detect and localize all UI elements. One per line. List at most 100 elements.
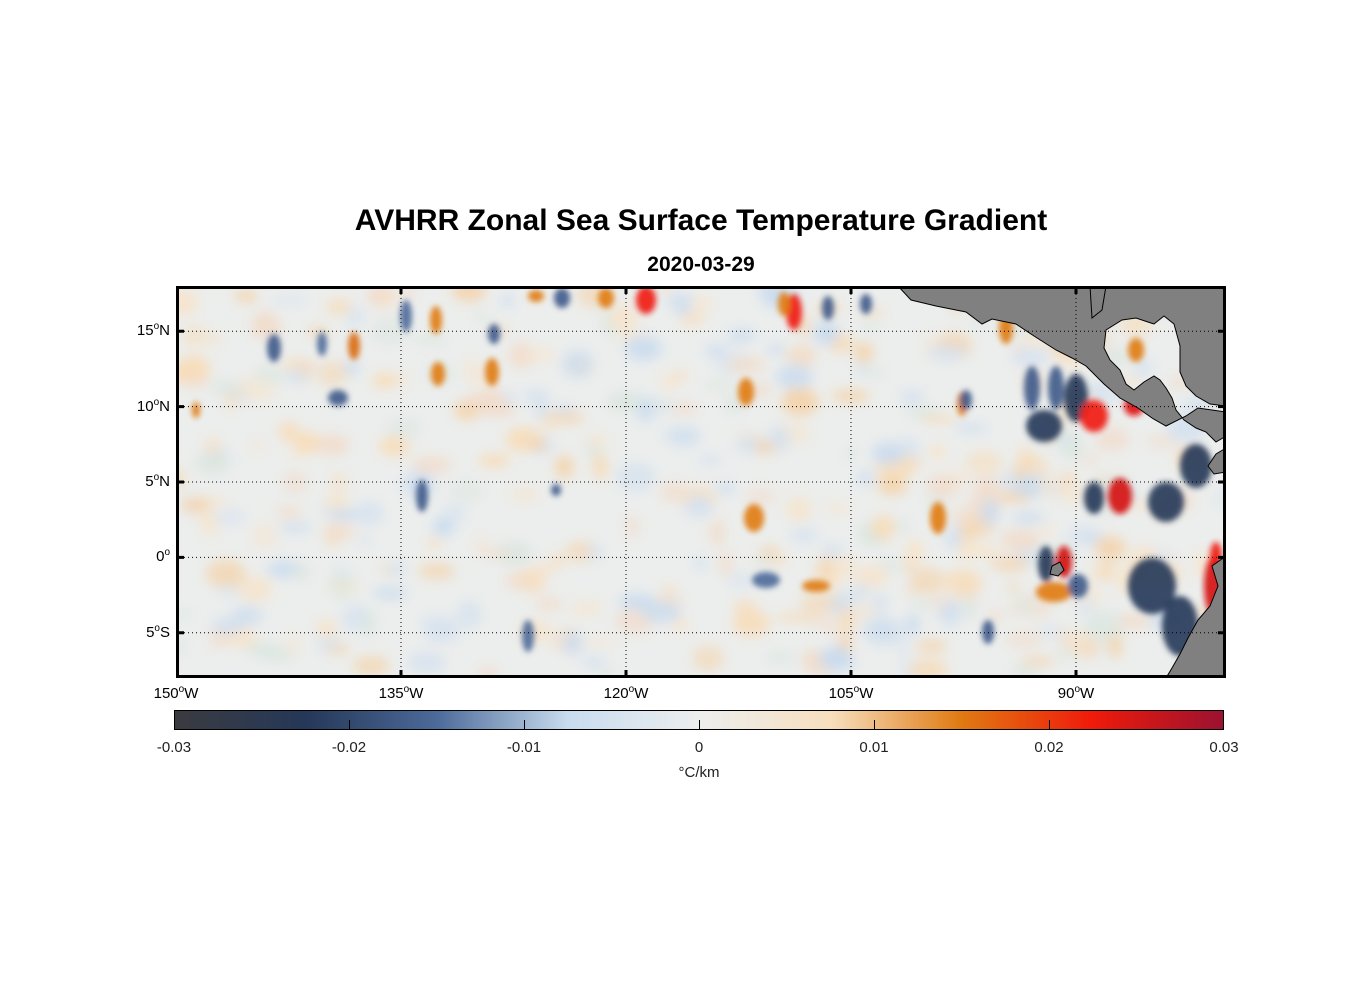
texture-blob <box>608 304 638 332</box>
colorbar-tick-label: -0.01 <box>506 739 542 756</box>
texture-blob <box>854 342 874 364</box>
texture-blob <box>285 369 308 384</box>
texture-blob <box>904 615 920 635</box>
lat-tick-label: 10oN <box>136 396 170 415</box>
texture-blob <box>442 503 466 526</box>
texture-blob <box>800 605 832 627</box>
texture-blob <box>582 656 605 668</box>
texture-blob <box>732 610 770 637</box>
texture-blob <box>325 299 352 315</box>
gradient-feature <box>416 480 428 512</box>
texture-blob <box>912 567 944 593</box>
texture-blob <box>727 329 756 342</box>
texture-blob <box>550 551 565 569</box>
texture-blob <box>378 436 411 457</box>
gradient-feature <box>930 502 946 534</box>
texture-blob <box>586 544 604 561</box>
texture-blob <box>535 400 549 419</box>
texture-blob <box>750 382 772 399</box>
texture-blob <box>637 397 654 423</box>
texture-blob <box>581 637 616 647</box>
texture-blob <box>831 390 870 402</box>
texture-blob <box>500 294 515 308</box>
texture-blob <box>1011 348 1050 366</box>
texture-blob <box>692 645 725 672</box>
gradient-feature <box>960 390 972 410</box>
texture-blob <box>673 294 692 317</box>
gradient-feature <box>1128 338 1144 362</box>
south-america-coast <box>1165 555 1226 678</box>
texture-blob <box>1019 657 1056 666</box>
texture-blob <box>1213 489 1226 507</box>
texture-blob <box>940 612 962 628</box>
texture-blob <box>326 581 362 591</box>
central-america-land <box>897 286 1226 443</box>
texture-blob <box>899 390 925 405</box>
colorbar-tick-label: -0.02 <box>331 739 367 756</box>
texture-blob <box>1075 595 1094 615</box>
texture-blob <box>896 635 910 661</box>
texture-blob <box>785 496 813 522</box>
texture-blob <box>271 296 309 305</box>
texture-blob <box>825 504 850 513</box>
texture-blob <box>494 542 533 565</box>
lat-tick-label: 15oN <box>136 321 170 340</box>
texture-blob <box>699 455 721 466</box>
texture-blob <box>205 559 246 588</box>
map-panel <box>176 286 1226 678</box>
texture-blob <box>662 584 676 596</box>
lon-tick-label: 135oW <box>378 684 424 702</box>
texture-blob <box>796 343 816 369</box>
texture-blob <box>775 364 814 389</box>
south-america-land <box>1207 447 1226 475</box>
texture-blob <box>980 499 1000 525</box>
lon-tick-label: 105oW <box>828 684 874 702</box>
gradient-feature <box>1036 582 1072 602</box>
texture-blob <box>561 350 594 378</box>
colorbar-tick-mark <box>524 720 525 730</box>
texture-blob <box>597 667 617 677</box>
texture-blob <box>1013 598 1037 613</box>
texture-blob <box>927 344 968 361</box>
texture-blob <box>207 334 222 345</box>
texture-blob <box>1104 563 1117 582</box>
texture-blob <box>412 333 449 347</box>
texture-blob <box>1046 480 1063 497</box>
map-subtitle: 2020-03-29 <box>647 253 755 276</box>
texture-blob <box>1012 512 1045 524</box>
texture-blob <box>872 441 904 466</box>
gradient-feature <box>752 572 780 588</box>
texture-blob <box>451 286 487 302</box>
lon-tick-label: 150oW <box>153 684 199 702</box>
texture-blob <box>877 477 907 495</box>
texture-blob <box>1057 629 1072 644</box>
texture-blob <box>1133 357 1153 378</box>
texture-blob <box>855 602 876 618</box>
texture-blob <box>423 620 461 643</box>
texture-blob <box>624 335 662 361</box>
texture-blob <box>906 539 924 565</box>
gradient-feature <box>328 390 348 406</box>
texture-blob <box>179 355 210 380</box>
texture-blob <box>1083 610 1124 638</box>
texture-blob <box>854 363 871 375</box>
texture-blob <box>278 421 299 442</box>
gradient-feature <box>1148 482 1184 522</box>
texture-blob <box>790 526 818 544</box>
texture-blob <box>1109 632 1122 659</box>
gradient-feature <box>598 288 614 308</box>
gradient-feature <box>738 378 754 406</box>
texture-blob <box>1146 435 1179 448</box>
texture-blob <box>279 359 303 369</box>
lon-tick-label: 90oW <box>1057 684 1095 702</box>
texture-blob <box>359 533 371 548</box>
colorbar-tick-mark <box>699 720 700 730</box>
texture-blob <box>1117 613 1150 629</box>
gradient-feature <box>1108 478 1132 514</box>
sst-gradient-map <box>176 286 1226 678</box>
texture-blob <box>471 311 492 324</box>
gradient-feature <box>522 620 534 652</box>
texture-blob <box>570 600 602 616</box>
texture-blob <box>865 367 886 379</box>
texture-blob <box>963 596 978 619</box>
